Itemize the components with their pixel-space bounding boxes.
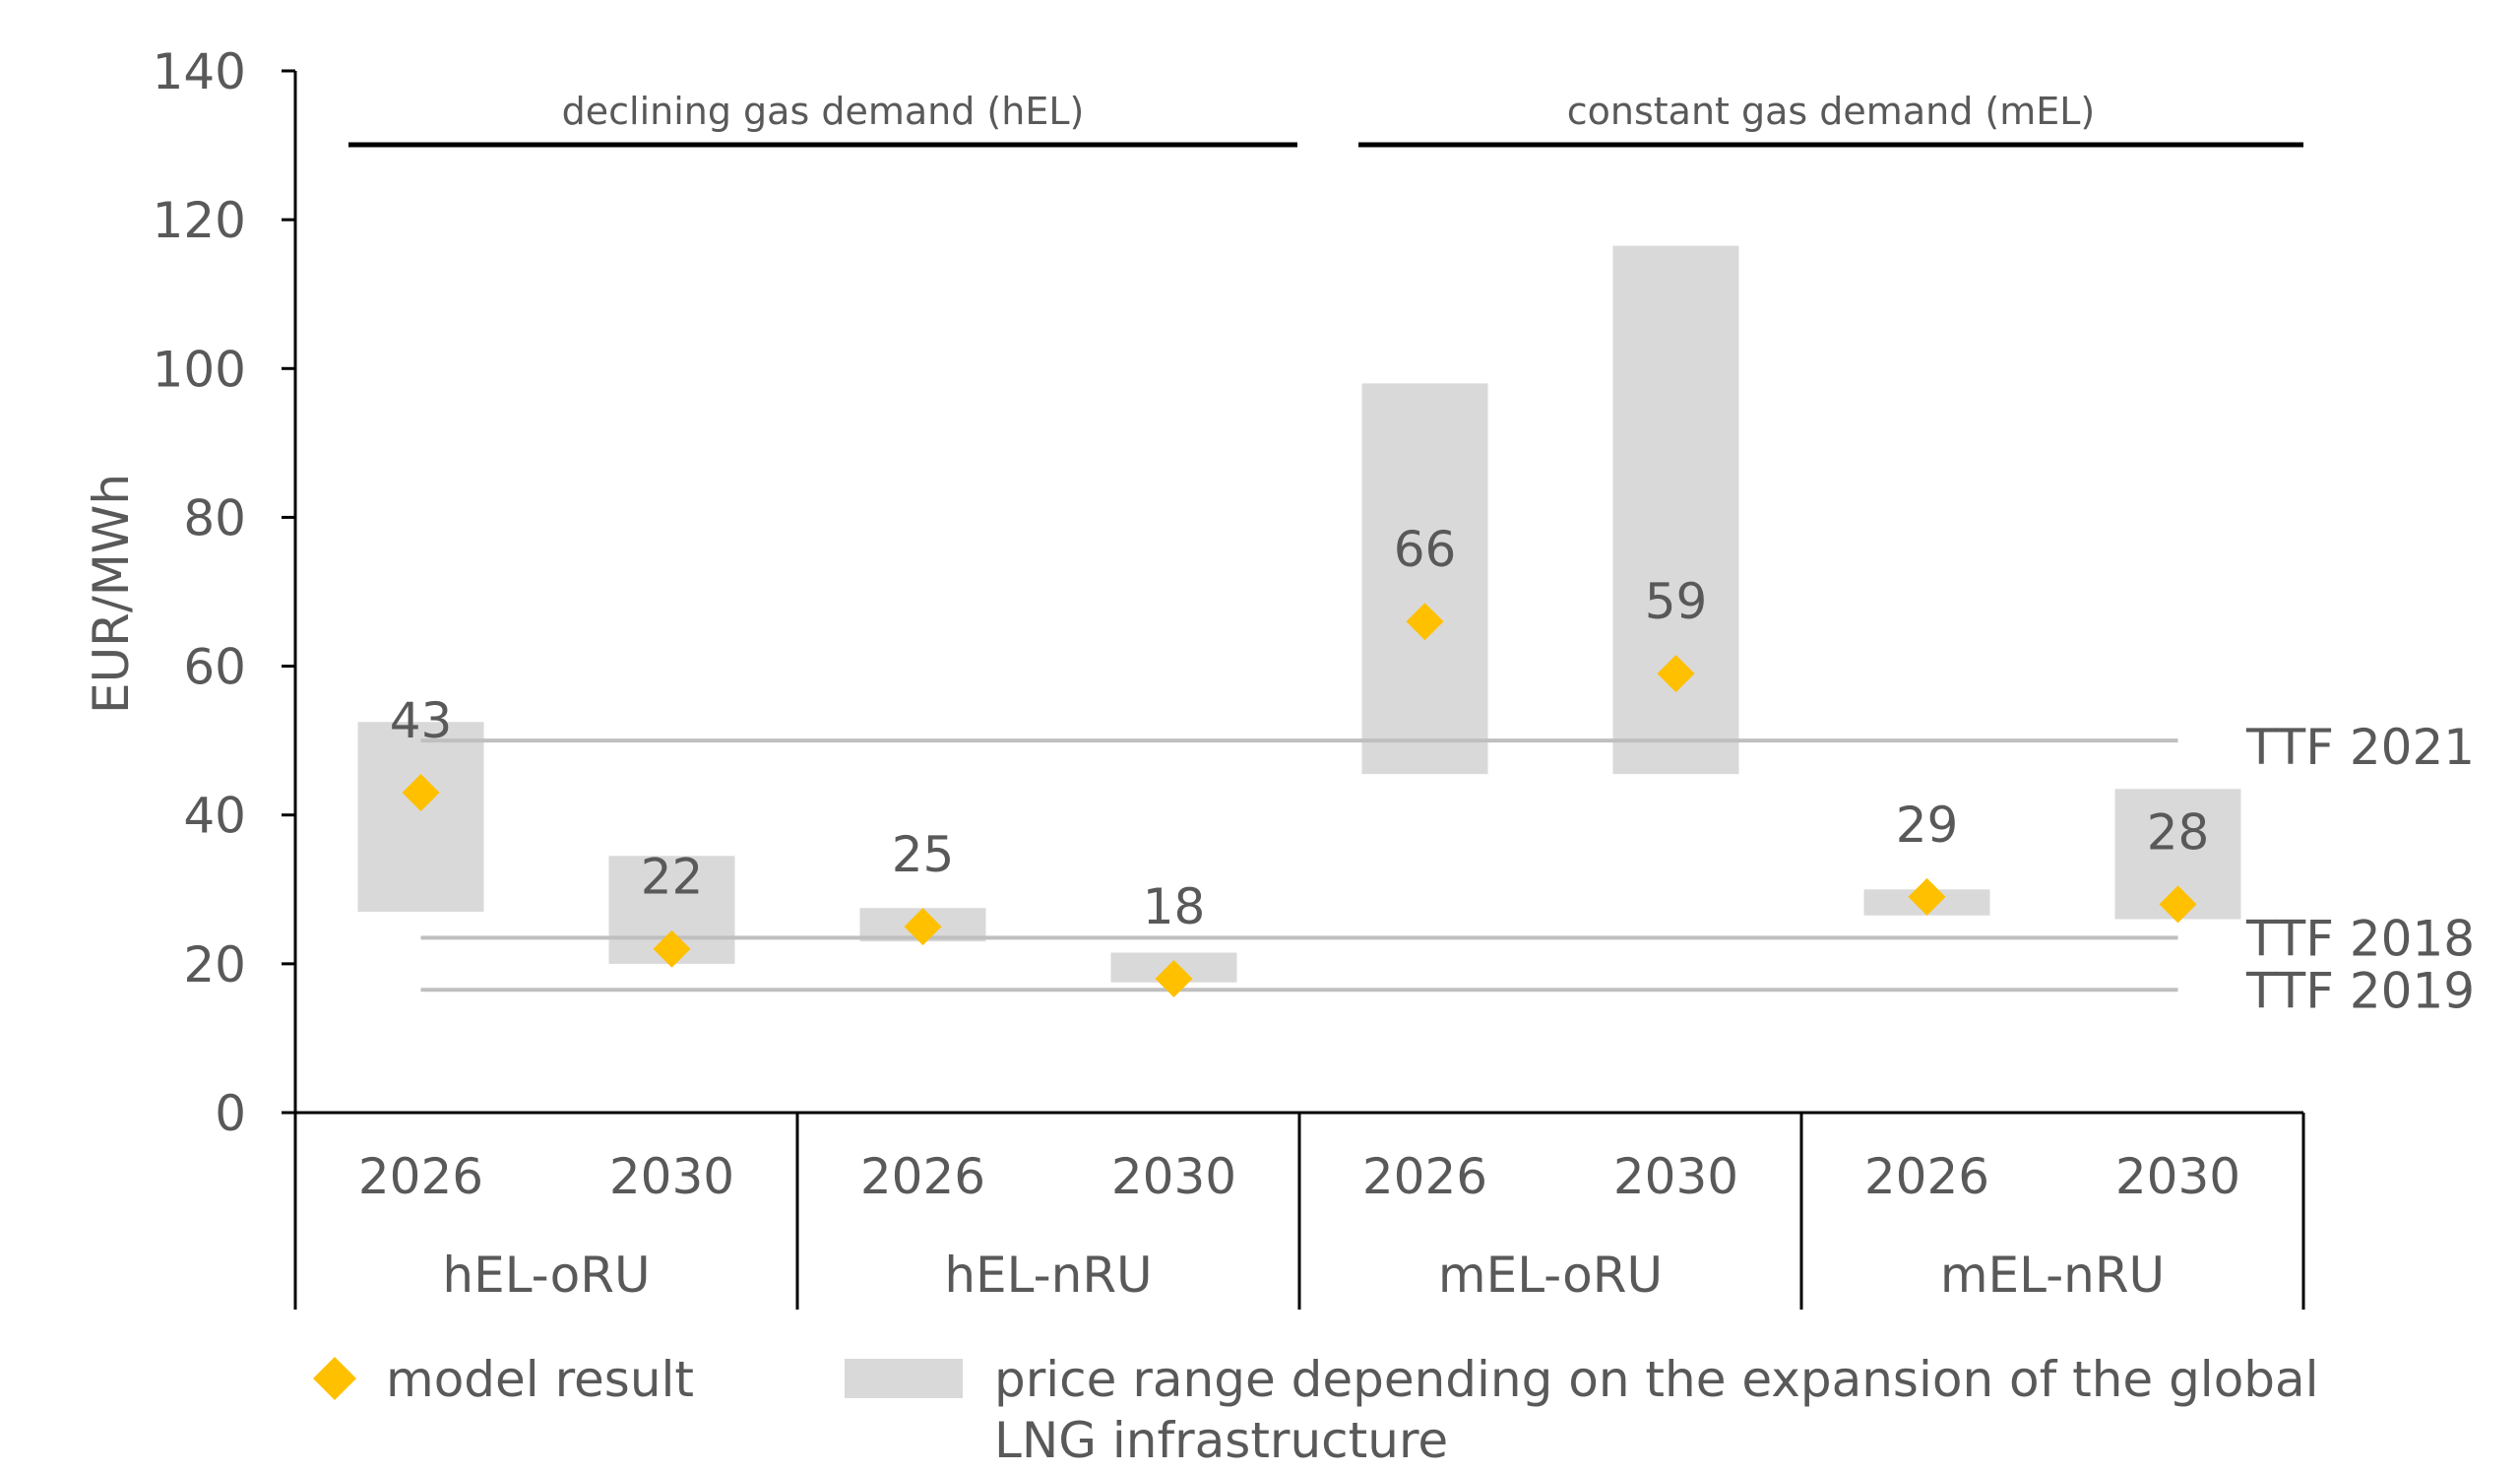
legend-range-swatch	[845, 1359, 963, 1398]
price-range-bar-mel-oru-2030	[1612, 245, 1739, 775]
price-range-bar-mel-oru-2026	[1361, 383, 1488, 775]
model-result-marker-mel-nru-2026	[1908, 877, 1946, 916]
price-range-bar-hel-oru-2026	[357, 722, 484, 912]
legend: model result price range depending on the…	[313, 1351, 2319, 1469]
x-tick-label: 2030	[1613, 1148, 1738, 1205]
model-result-marker-hel-nru-2026	[904, 908, 942, 946]
y-tick-label: 40	[183, 788, 246, 845]
y-tick-label: 0	[215, 1085, 246, 1142]
model-result-marker-mel-oru-2030	[1657, 655, 1695, 693]
data-label: 29	[1896, 797, 1959, 854]
y-tick-label: 80	[183, 489, 246, 546]
legend-label-price-range-line2: LNG infrastructure	[994, 1412, 1448, 1469]
y-tick-label: 20	[183, 936, 246, 993]
group-label-mel-nru: mEL-nRU	[1940, 1247, 2165, 1304]
x-tick-label: 2026	[358, 1148, 483, 1205]
x-tick-label: 2026	[1362, 1148, 1487, 1205]
model-result-marker-mel-nru-2030	[2159, 885, 2197, 924]
x-tick-label: 2030	[609, 1148, 734, 1205]
data-label: 22	[641, 849, 704, 906]
x-tick-label: 2030	[1111, 1148, 1236, 1205]
axes: 0 20 40 60 80 100 120 140 EUR/MWh	[83, 43, 2305, 1310]
data-label: 18	[1143, 878, 1206, 935]
y-tick-label: 140	[153, 43, 246, 100]
y-tick-label: 120	[153, 192, 246, 249]
x-tick-label: 2026	[1864, 1148, 1989, 1205]
group-label-hel-nru: hEL-nRU	[944, 1247, 1152, 1304]
x-tick-label: 2026	[860, 1148, 985, 1205]
legend-label-model-result: model result	[386, 1351, 694, 1408]
y-tick-label: 100	[153, 341, 246, 398]
data-label: 25	[892, 826, 955, 883]
declining-demand-label: declining gas demand (hEL)	[562, 90, 1085, 133]
ttf-2018-label: TTF 2018	[2245, 910, 2475, 967]
x-tick-label: 2030	[2115, 1148, 2240, 1205]
legend-label-price-range-line1: price range depending on the expansion o…	[994, 1351, 2319, 1408]
model-result-marker-hel-oru-2030	[653, 929, 691, 968]
ttf-2021-label: TTF 2021	[2245, 719, 2475, 776]
data-label: 66	[1394, 521, 1457, 578]
constant-demand-label: constant gas demand (mEL)	[1567, 90, 2096, 133]
y-axis-title: EUR/MWh	[83, 474, 140, 714]
model-result-marker-hel-nru-2030	[1155, 959, 1193, 997]
data-label: 43	[390, 692, 453, 749]
model-result-markers	[402, 603, 2197, 997]
data-label: 28	[2147, 803, 2210, 861]
model-result-marker-hel-oru-2026	[402, 774, 440, 812]
model-result-marker-mel-oru-2026	[1406, 603, 1444, 641]
labels: 2026 2030 2026 2030 2026 2030 2026 2030 hEL-oRU h…	[348, 90, 2303, 1304]
group-label-mel-oru: mEL-oRU	[1438, 1247, 1663, 1304]
y-tick-label: 60	[183, 639, 246, 696]
data-label: 59	[1645, 573, 1708, 630]
ttf-2019-label: TTF 2019	[2245, 962, 2475, 1019]
group-label-hel-oru: hEL-oRU	[442, 1247, 650, 1304]
legend-diamond-icon	[313, 1357, 356, 1400]
